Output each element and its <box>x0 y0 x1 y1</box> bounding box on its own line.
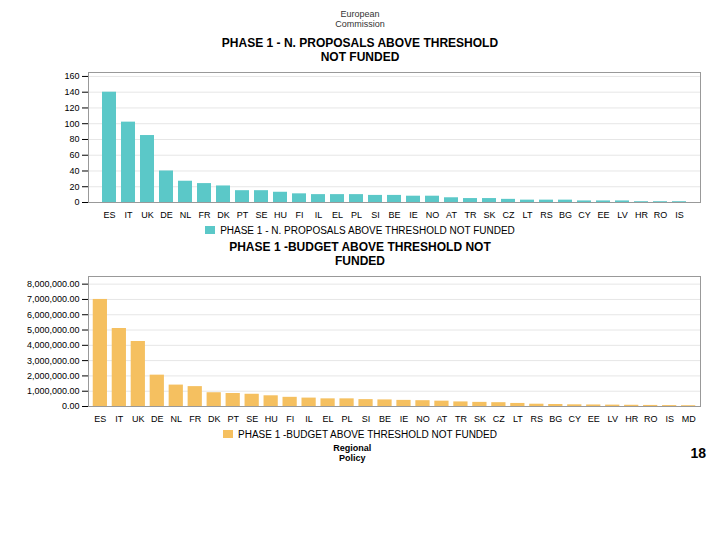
svg-text:TR: TR <box>455 414 467 424</box>
html-text:Regional Policy: Regional Policy <box>333 443 372 463</box>
svg-text:IT: IT <box>115 414 124 424</box>
svg-text:NL: NL <box>171 414 183 424</box>
svg-text:20: 20 <box>69 182 79 192</box>
svg-text:RS: RS <box>540 210 553 220</box>
svg-text:DE: DE <box>160 210 173 220</box>
svg-text:DK: DK <box>217 210 230 220</box>
svg-text:RO: RO <box>654 210 668 220</box>
svg-text:7,000,000.00: 7,000,000.00 <box>27 294 80 304</box>
svg-text:EL: EL <box>323 414 334 424</box>
svg-text:40: 40 <box>69 166 79 176</box>
svg-text:SE: SE <box>255 210 267 220</box>
svg-text:LV: LV <box>608 414 618 424</box>
svg-text:HR: HR <box>635 210 648 220</box>
svg-text:3,000,000.00: 3,000,000.00 <box>27 355 80 365</box>
html-text:PHASE 1 - N. PROPOSALS ABOVE T: PHASE 1 - N. PROPOSALS ABOVE THRESHOLD N… <box>220 224 515 236</box>
svg-text:SE: SE <box>246 414 258 424</box>
svg-text:5,000,000.00: 5,000,000.00 <box>27 325 80 335</box>
svg-text:AT: AT <box>446 210 457 220</box>
svg-text:100: 100 <box>64 119 79 129</box>
svg-text:PL: PL <box>342 414 353 424</box>
html-text:PHASE 1 -BUDGET ABOVE THRESHOL: PHASE 1 -BUDGET ABOVE THRESHOLD NOT FUND… <box>229 240 491 268</box>
svg-text:IT: IT <box>125 210 134 220</box>
svg-text:TR: TR <box>465 210 477 220</box>
svg-text:NO: NO <box>416 414 430 424</box>
svg-text:EL: EL <box>332 210 343 220</box>
html-text:18: 18 <box>690 445 706 461</box>
svg-text:CY: CY <box>578 210 591 220</box>
svg-text:0: 0 <box>74 197 79 207</box>
svg-text:2,000,000.00: 2,000,000.00 <box>27 371 80 381</box>
svg-text:PT: PT <box>237 210 249 220</box>
svg-text:IS: IS <box>675 210 684 220</box>
svg-text:MD: MD <box>682 414 696 424</box>
svg-text:IL: IL <box>315 210 323 220</box>
svg-text:EE: EE <box>597 210 609 220</box>
svg-text:HR: HR <box>625 414 638 424</box>
svg-text:8,000,000.00: 8,000,000.00 <box>27 279 80 289</box>
html-text:European Commission: European Commission <box>335 9 385 29</box>
svg-text:HU: HU <box>265 414 278 424</box>
svg-text:LV: LV <box>617 210 627 220</box>
svg-text:RS: RS <box>531 414 544 424</box>
svg-text:UK: UK <box>141 210 154 220</box>
svg-text:HU: HU <box>274 210 287 220</box>
svg-text:0.00: 0.00 <box>62 401 80 411</box>
svg-text:120: 120 <box>64 103 79 113</box>
svg-text:SK: SK <box>483 210 495 220</box>
svg-text:140: 140 <box>64 87 79 97</box>
svg-text:EE: EE <box>588 414 600 424</box>
svg-text:4,000,000.00: 4,000,000.00 <box>27 340 80 350</box>
svg-text:SI: SI <box>371 210 380 220</box>
svg-text:PT: PT <box>227 414 239 424</box>
svg-text:NL: NL <box>180 210 192 220</box>
svg-text:DK: DK <box>208 414 221 424</box>
svg-text:CZ: CZ <box>503 210 515 220</box>
svg-text:60: 60 <box>69 150 79 160</box>
svg-text:BE: BE <box>379 414 391 424</box>
svg-text:80: 80 <box>69 134 79 144</box>
svg-text:ES: ES <box>103 210 115 220</box>
svg-text:1,000,000.00: 1,000,000.00 <box>27 386 80 396</box>
svg-text:IE: IE <box>409 210 418 220</box>
svg-text:IS: IS <box>665 414 674 424</box>
svg-text:ES: ES <box>94 414 106 424</box>
svg-text:SK: SK <box>474 414 486 424</box>
svg-text:UK: UK <box>132 414 145 424</box>
svg-text:LT: LT <box>523 210 533 220</box>
svg-text:CZ: CZ <box>493 414 505 424</box>
svg-text:FR: FR <box>189 414 201 424</box>
svg-text:FI: FI <box>286 414 294 424</box>
svg-text:CY: CY <box>569 414 582 424</box>
svg-text:AT: AT <box>437 414 448 424</box>
svg-text:BG: BG <box>549 414 562 424</box>
svg-text:SI: SI <box>362 414 371 424</box>
svg-text:LT: LT <box>513 414 523 424</box>
svg-text:RO: RO <box>644 414 658 424</box>
svg-text:IL: IL <box>305 414 313 424</box>
svg-text:DE: DE <box>151 414 164 424</box>
svg-text:BE: BE <box>388 210 400 220</box>
svg-text:160: 160 <box>64 71 79 81</box>
svg-text:PL: PL <box>351 210 362 220</box>
svg-text:FI: FI <box>296 210 304 220</box>
svg-text:NO: NO <box>426 210 440 220</box>
html-text:PHASE 1 - N. PROPOSALS ABOVE T: PHASE 1 - N. PROPOSALS ABOVE THRESHOLD N… <box>221 36 499 64</box>
svg-text:BG: BG <box>559 210 572 220</box>
svg-text:6,000,000.00: 6,000,000.00 <box>27 310 80 320</box>
svg-text:IE: IE <box>400 414 409 424</box>
html-text:PHASE 1 -BUDGET ABOVE THRESHOL: PHASE 1 -BUDGET ABOVE THRESHOLD NOT FUND… <box>238 428 497 440</box>
svg-text:FR: FR <box>199 210 211 220</box>
